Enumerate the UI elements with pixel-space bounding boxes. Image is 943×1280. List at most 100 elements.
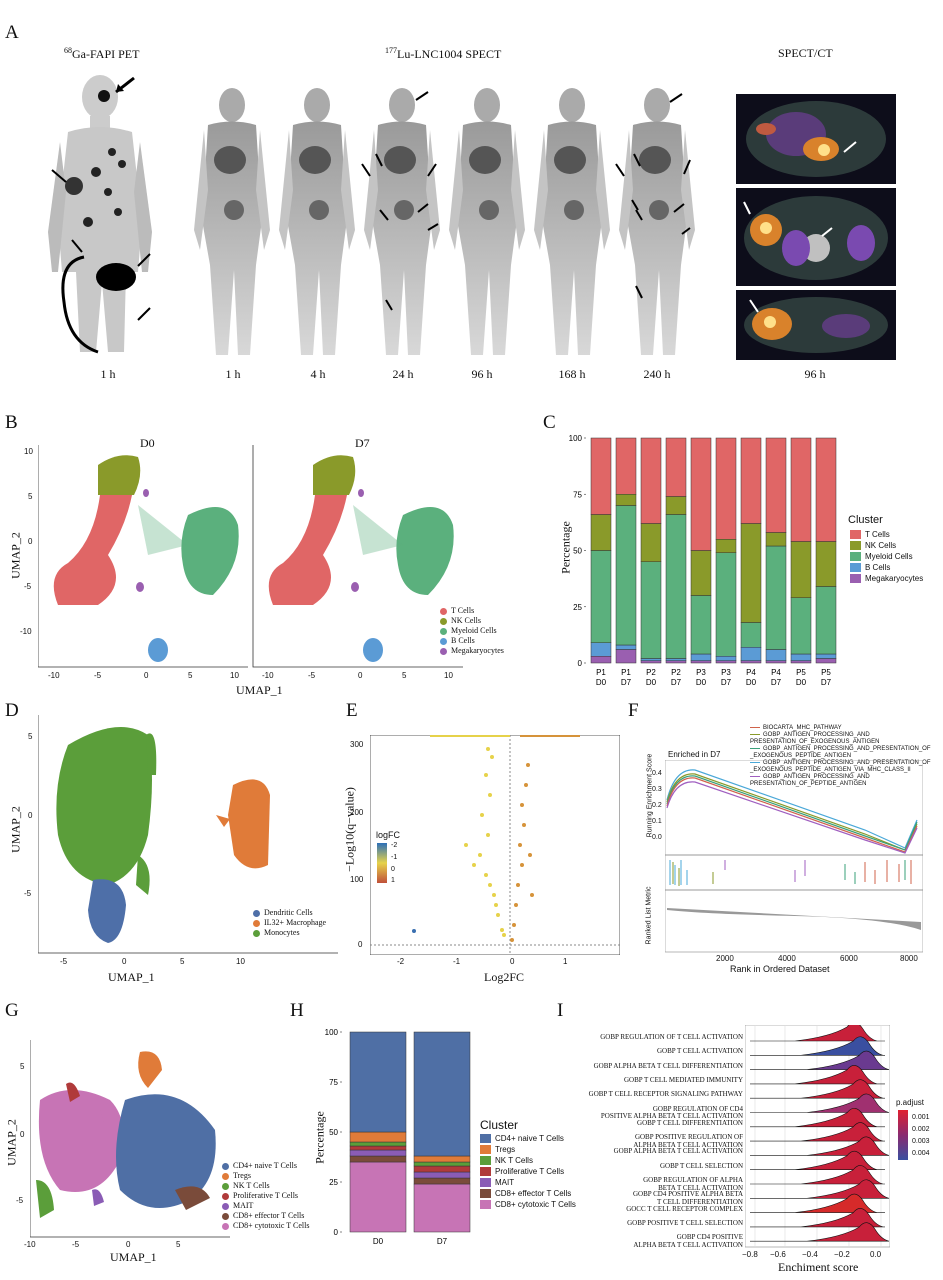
legend-item: CD8+ effector T Cells: [480, 1188, 576, 1199]
gsea-xtick: 2000: [716, 954, 734, 963]
ridge-density: [750, 1036, 885, 1056]
legend-item: MAIT: [480, 1177, 576, 1188]
legend-item: CD8+ cytotoxic T Cells: [222, 1221, 309, 1231]
x-tick-label: D7: [671, 678, 682, 687]
ridge-xtick: 0.0: [870, 1250, 882, 1259]
x-tick-label: D7: [621, 678, 632, 687]
volcano-legend-tick: -1: [391, 854, 398, 861]
legend-item: NK T Cells: [222, 1181, 309, 1191]
umap-b-xtick-9: 10: [444, 671, 453, 680]
legend-item: Monocytes: [253, 928, 326, 938]
bar-segment: [765, 545, 787, 650]
bar-segment: [615, 505, 637, 646]
time-label-pet: 1 h: [100, 367, 116, 381]
ridge-term-label: GOBP REGULATION OF ALPHA BETA T CELL ACT…: [643, 1176, 743, 1192]
legend-item: B Cells: [440, 636, 504, 646]
bar-segment: [349, 1031, 407, 1133]
gsea-ytick: 0.0: [652, 834, 662, 841]
panel-label-i: I: [557, 1000, 564, 1021]
spect-title: 177Lu-LNC1004 SPECT: [385, 46, 502, 61]
volcano-ylabel: −Log10(q−value): [342, 787, 357, 872]
volcano-legend-tick: 0: [391, 866, 395, 873]
spect-scan-images: [194, 88, 695, 355]
gsea-xlabel: Rank in Ordered Dataset: [730, 964, 830, 974]
bar-segment: [665, 660, 687, 664]
umap-b-legend: T Cells NK Cells Myeloid Cells B Cells M…: [440, 606, 504, 656]
umap-d-ytick-m5: -5: [24, 889, 32, 898]
volcano-legend-tick: -2: [391, 842, 398, 849]
umap-b-ylabel: UMAP_2: [8, 532, 23, 579]
chart-h-legend: CD4+ naive T Cells Tregs NK T Cells Prol…: [480, 1133, 576, 1210]
bar-segment: [665, 437, 687, 497]
gsea-xtick: 4000: [778, 954, 796, 963]
gsea-ytick: 0.2: [652, 802, 662, 809]
legend-item: T Cells: [850, 529, 923, 540]
legend-item: IL32+ Macrophage: [253, 918, 326, 928]
bar-segment: [715, 656, 737, 661]
x-tick-label: P4: [771, 668, 781, 677]
umap-b-ytick-5: 5: [28, 492, 33, 501]
bar-segment: [715, 660, 737, 664]
pet-scan-image: [48, 75, 152, 354]
umap-d-ylabel: UMAP_2: [8, 806, 23, 853]
panel-label-e: E: [346, 700, 358, 721]
umap-d-xtick-2: 5: [180, 957, 185, 966]
ridge-density: [750, 1108, 885, 1128]
y-tick-label: 75: [573, 490, 582, 499]
x-tick-label: P2: [646, 668, 656, 677]
legend-item: BIOCARTA_MHC_PATHWAY: [750, 725, 940, 732]
bar-segment: [349, 1161, 407, 1233]
x-tick-label: P2: [671, 668, 681, 677]
legend-item: GOBP_ANTIGEN_PROCESSING_AND_PRESENTATION…: [750, 760, 931, 773]
legend-item: T Cells: [440, 606, 504, 616]
bar-segment: [413, 1031, 471, 1157]
bar-segment: [349, 1149, 407, 1157]
ridge-legend-tick: 0.004: [912, 1150, 930, 1157]
x-tick-label: D7: [821, 678, 832, 687]
bar-segment: [690, 653, 712, 661]
ridge-xtick: −0.4: [802, 1250, 818, 1259]
volcano-legend-title: logFC: [376, 830, 401, 840]
y-tick-label: 25: [573, 603, 582, 612]
umap-b-ytick-10: 10: [24, 447, 33, 456]
bar-segment: [815, 541, 837, 587]
ridge-legend-tick: 0.002: [912, 1126, 930, 1133]
x-tick-label: D0: [373, 1237, 384, 1246]
bar-segment: [590, 514, 612, 551]
legend-item: GOBP_ANTIGEN_PROCESSING_AND PRESENTATION…: [750, 732, 880, 745]
ridge-xlabel: Enchiment score: [778, 1260, 859, 1274]
umap-b-xtick-3: 5: [188, 671, 193, 680]
x-tick-label: D0: [796, 678, 807, 687]
ridge-legend-tick: 0.003: [912, 1138, 930, 1145]
legend-item: CD4+ naive T Cells: [222, 1161, 309, 1171]
ridge-density: [750, 1065, 885, 1085]
umap-b-xtick-4: 10: [230, 671, 239, 680]
bar-segment: [765, 649, 787, 661]
ridge-term-label: GOBP T CELL MEDIATED IMMUNITY: [624, 1075, 743, 1084]
umap-g-ytick-0: 0: [20, 1130, 25, 1139]
umap-b-ytick-m10: -10: [20, 627, 32, 636]
umap-d7: [252, 445, 463, 668]
legend-item: Myeloid Cells: [440, 626, 504, 636]
bar-segment: [790, 541, 812, 598]
bar-segment: [413, 1165, 471, 1173]
legend-item: Megakaryocytes: [850, 573, 923, 584]
volcano-colorbar: [377, 843, 387, 883]
legend-item: B Cells: [850, 562, 923, 573]
ridge-term-label: GOBP T CELL ACTIVATION: [656, 1047, 743, 1056]
x-tick-label: D7: [721, 678, 732, 687]
gsea-ytick: 0.3: [652, 786, 662, 793]
umap-d-ytick-5: 5: [28, 732, 33, 741]
x-tick-label: P1: [596, 668, 606, 677]
bar-segment: [665, 658, 687, 661]
ridge-term-label: GOBP REGULATION OF T CELL ACTIVATION: [600, 1033, 743, 1041]
bar-segment: [349, 1141, 407, 1147]
gsea-ytick: 0.4: [652, 770, 662, 777]
umap-b-xtick-5: -10: [262, 671, 274, 680]
legend-item: GOBP_ANTIGEN_PROCESSING_AND PRESENTATION…: [750, 774, 870, 787]
umap-g-legend: CD4+ naive T Cells Tregs NK T Cells Prol…: [222, 1161, 309, 1231]
spectct-title: SPECT/CT: [778, 46, 833, 60]
ridge-density: [750, 1179, 890, 1199]
ridge-density: [750, 1165, 885, 1185]
bar-segment: [715, 539, 737, 553]
